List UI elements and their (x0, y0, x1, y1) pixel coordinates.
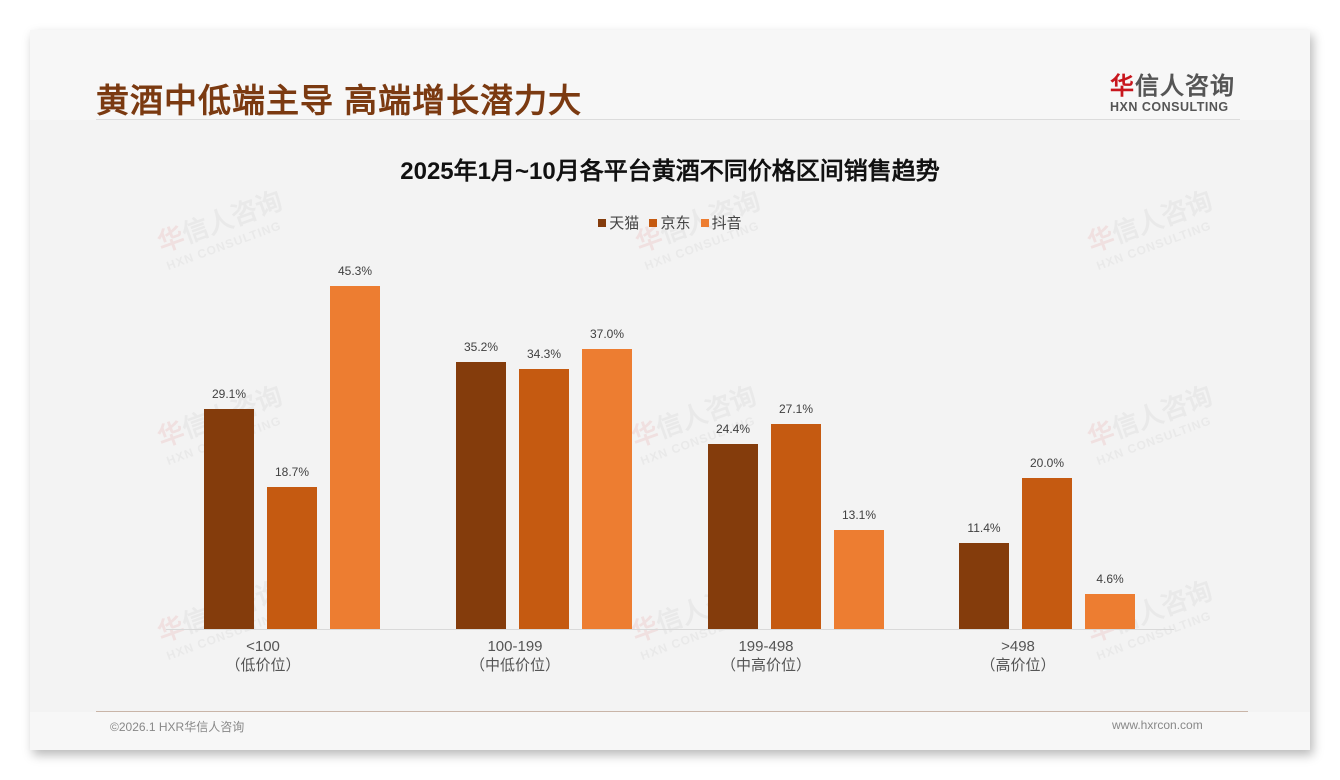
legend-label: 京东 (660, 215, 691, 232)
slide: 黄酒中低端主导 高端增长潜力大 华信人咨询 HXN CONSULTING 华信人… (30, 30, 1310, 750)
page-title: 黄酒中低端主导 高端增长潜力大 (96, 82, 583, 119)
bar-jd-1 (519, 369, 569, 629)
bar-tmall-1 (456, 362, 506, 629)
data-label: 18.7% (274, 465, 310, 479)
bar-jd-3 (1022, 478, 1072, 629)
data-label: 29.1% (211, 387, 247, 401)
bar-douyin-0 (330, 286, 380, 629)
footer-website: www.hxrcon.com (1112, 718, 1203, 732)
data-label: 13.1% (841, 508, 877, 522)
legend-item-tmall: 天猫 (598, 212, 639, 233)
legend-swatch-tmall (598, 219, 607, 227)
chart-legend: 天猫 京东 抖音 (30, 212, 1310, 233)
bar-douyin-2 (834, 530, 884, 629)
price-tier: （中低价位） (469, 657, 560, 674)
data-label: 35.2% (463, 340, 499, 354)
footer-band (30, 712, 1310, 750)
bar-tmall-0 (204, 409, 254, 629)
bar-tmall-3 (959, 543, 1009, 629)
plot-area: 29.1% 35.2% 24.4% 11.4% 18.7% 34.3% 27.1% 20.0%… (166, 230, 1174, 630)
data-label: 34.3% (526, 347, 562, 361)
price-range: 100-199 (487, 638, 543, 655)
header-band (30, 30, 1310, 120)
x-axis-line (166, 629, 1174, 630)
bar-jd-2 (771, 424, 821, 629)
legend-item-douyin: 抖音 (700, 212, 742, 233)
logo-en: HXN CONSULTING (1110, 100, 1229, 114)
bar-douyin-3 (1085, 594, 1135, 629)
price-tier: （中高价位） (720, 657, 811, 674)
legend-label: 抖音 (711, 215, 742, 232)
price-range: <100 (246, 638, 280, 655)
price-range: 199-498 (738, 638, 794, 655)
logo-mark: 华 (1110, 73, 1135, 100)
logo-cn: 华信人咨询 (1110, 66, 1240, 101)
legend-swatch-jd (649, 219, 658, 227)
bar-jd-0 (267, 487, 317, 629)
x-axis-label: 199-498 （中高价位） (666, 637, 866, 675)
bar-tmall-2 (708, 444, 758, 629)
x-axis-label: >498 （高价位） (918, 637, 1118, 675)
data-label: 45.3% (337, 264, 373, 278)
price-range: >498 (1001, 638, 1035, 655)
legend-item-jd: 京东 (649, 212, 691, 233)
footer-copyright: ©2026.1 HXR华信人咨询 (110, 720, 245, 734)
footer-divider (96, 711, 1248, 712)
price-tier: （高价位） (980, 657, 1056, 674)
data-label: 24.4% (715, 422, 751, 436)
logo-name: 信人咨询 (1135, 73, 1235, 100)
chart-title: 2025年1月~10月各平台黄酒不同价格区间销售趋势 (400, 158, 940, 185)
data-label: 27.1% (778, 402, 814, 416)
data-label: 11.4% (967, 521, 1001, 535)
legend-label: 天猫 (609, 215, 640, 232)
data-label: 37.0% (589, 327, 625, 341)
price-tier: （低价位） (225, 657, 301, 674)
data-label: 20.0% (1029, 456, 1065, 470)
bar-douyin-1 (582, 349, 632, 629)
legend-swatch-douyin (700, 219, 709, 227)
x-axis-label: <100 （低价位） (163, 637, 363, 675)
data-label: 4.6% (1096, 572, 1124, 586)
company-logo: 华信人咨询 HXN CONSULTING (1110, 66, 1240, 114)
header-divider (96, 119, 1240, 120)
x-axis-label: 100-199 （中低价位） (415, 637, 615, 675)
